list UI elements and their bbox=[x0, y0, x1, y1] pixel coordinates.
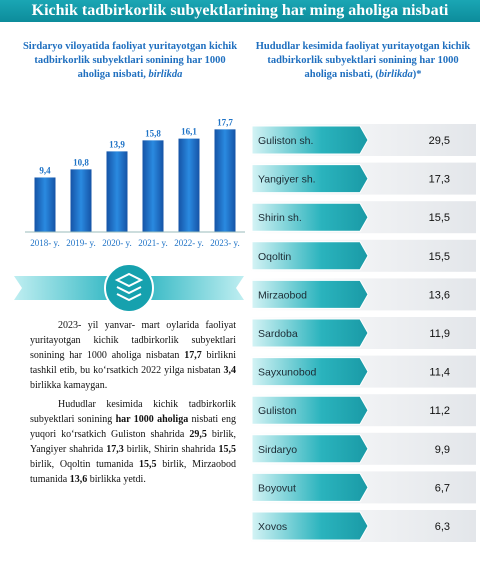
text-run: 17,7 bbox=[184, 350, 202, 361]
row-tag bbox=[251, 241, 369, 271]
text-run: har 1000 aholiga bbox=[115, 414, 189, 425]
row-tag bbox=[251, 202, 369, 232]
chart-subtitle: Sirdaryo viloyatida faoliyat yuritayotga… bbox=[20, 40, 240, 82]
bar bbox=[34, 177, 56, 232]
layers-icon bbox=[114, 272, 144, 302]
value-label: 15,8 bbox=[145, 128, 161, 138]
subtitle-part: )* bbox=[412, 69, 422, 80]
subtitle-part: Hududlar kesimida faoliyat yuritayotgan … bbox=[255, 41, 471, 80]
row-label: Oqoltin bbox=[258, 251, 291, 263]
row-label: Shirin sh. bbox=[258, 212, 302, 224]
subtitle-part: birlikda bbox=[148, 69, 183, 80]
ranking-chart: Guliston sh. 29,5 Yangiyer sh. 17,3 Shirin s… bbox=[248, 124, 476, 542]
row-label: Xovos bbox=[258, 521, 287, 533]
text-run: nisbati eng yuqori ko‘rsatkich Guliston … bbox=[30, 414, 236, 440]
text-run: 29,5 bbox=[189, 429, 207, 440]
value-label: 11,9 bbox=[429, 328, 450, 340]
row-label: Sayxunobod bbox=[258, 367, 317, 379]
bar bbox=[106, 151, 128, 232]
value-label: 17,3 bbox=[429, 174, 450, 186]
chart-subtitle: Hududlar kesimida faoliyat yuritayotgan … bbox=[252, 40, 474, 82]
text-run: birlikni tashkil etib, bu ko‘rsatkich 20… bbox=[30, 350, 236, 376]
text-run: 2023- yil yanvar- mart oylarida faoliyat… bbox=[30, 320, 236, 361]
bar bbox=[142, 140, 164, 232]
text-run: birlik, Mirzaobod tumanida bbox=[30, 459, 236, 485]
x-tick-label: 2020- y. bbox=[102, 238, 131, 248]
paragraph: 2023- yil yanvar- mart oylarida faoliyat… bbox=[30, 318, 236, 393]
row-tag bbox=[251, 357, 369, 387]
value-label: 9,4 bbox=[39, 165, 51, 175]
row-label: Guliston sh. bbox=[258, 135, 313, 147]
icon-banner bbox=[14, 263, 244, 313]
value-label: 11,2 bbox=[429, 405, 450, 417]
value-label: 9,9 bbox=[435, 444, 450, 456]
text-run: birlik, Oqoltin tumanida bbox=[30, 459, 140, 470]
row-label: Sardoba bbox=[258, 328, 298, 340]
row-tag bbox=[251, 318, 369, 348]
row-tag bbox=[251, 279, 369, 309]
bar bbox=[178, 138, 200, 232]
x-tick-label: 2021- y. bbox=[138, 238, 167, 248]
value-label: 15,5 bbox=[429, 212, 450, 224]
text-block: 2023- yil yanvar- mart oylarida faoliyat… bbox=[30, 318, 236, 491]
bar-chart: 9,4 2018- y. 10,8 2019- y. 13,9 2020- y. 15,8 2… bbox=[25, 117, 245, 248]
text-run: birlik, Yangiyer shahrida bbox=[30, 429, 237, 455]
value-label: 13,9 bbox=[109, 139, 125, 149]
row-label: Sirdaryo bbox=[258, 444, 297, 456]
value-label: 6,3 bbox=[435, 521, 450, 533]
row-tag bbox=[251, 125, 369, 155]
value-label: 13,6 bbox=[429, 289, 450, 301]
bar bbox=[70, 169, 92, 232]
subtitle-part: birlikda bbox=[378, 69, 413, 80]
text-run: 13,6 bbox=[69, 474, 88, 485]
subtitle-part: Sirdaryo viloyatida faoliyat yuritayotga… bbox=[22, 41, 238, 80]
value-label: 29,5 bbox=[429, 135, 450, 147]
text-run: 15,5 bbox=[139, 459, 157, 470]
text-run: 15,5 bbox=[218, 444, 236, 455]
value-label: 15,5 bbox=[429, 251, 450, 263]
row-tag bbox=[251, 395, 369, 425]
text-run: 17,3 bbox=[106, 444, 124, 455]
value-label: 17,7 bbox=[217, 117, 233, 127]
value-label: 6,7 bbox=[435, 482, 450, 494]
value-label: 10,8 bbox=[73, 157, 89, 167]
value-label: 16,1 bbox=[181, 127, 197, 137]
paragraph: Hududlar kesimida kichik tadbirkorlik su… bbox=[30, 397, 236, 487]
x-tick-label: 2019- y. bbox=[66, 238, 95, 248]
text-run: birlik, Shirin shahrida bbox=[123, 444, 219, 455]
x-tick-label: 2022- y. bbox=[174, 238, 203, 248]
row-label: Mirzaobod bbox=[258, 289, 307, 301]
page-title: Kichik tadbirkorlik subyektlarining har … bbox=[0, 0, 480, 22]
icon-circle bbox=[104, 263, 154, 313]
value-label: 11,4 bbox=[429, 367, 450, 379]
text-run: Hududlar kesimida kichik tadbirkorlik su… bbox=[30, 399, 236, 425]
row-label: Guliston bbox=[258, 405, 297, 417]
x-tick-label: 2018- y. bbox=[30, 238, 59, 248]
x-tick-label: 2023- y. bbox=[210, 238, 239, 248]
row-tag bbox=[251, 434, 369, 464]
text-run: birlikka yetdi. bbox=[87, 474, 146, 485]
row-label: Yangiyer sh. bbox=[258, 174, 316, 186]
bar bbox=[214, 129, 236, 232]
row-tag bbox=[251, 511, 369, 541]
row-tag bbox=[251, 164, 369, 194]
row-label: Boyovut bbox=[258, 482, 296, 494]
text-run: birlikka kamaygan. bbox=[30, 380, 108, 391]
text-run: 3,4 bbox=[223, 365, 237, 376]
row-tag bbox=[251, 472, 369, 502]
